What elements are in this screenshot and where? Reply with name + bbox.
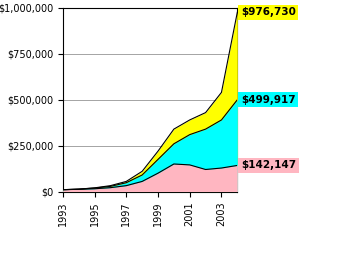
Text: $499,917: $499,917 [241,95,296,105]
Text: $976,730: $976,730 [241,7,296,17]
Text: $142,147: $142,147 [241,160,296,171]
